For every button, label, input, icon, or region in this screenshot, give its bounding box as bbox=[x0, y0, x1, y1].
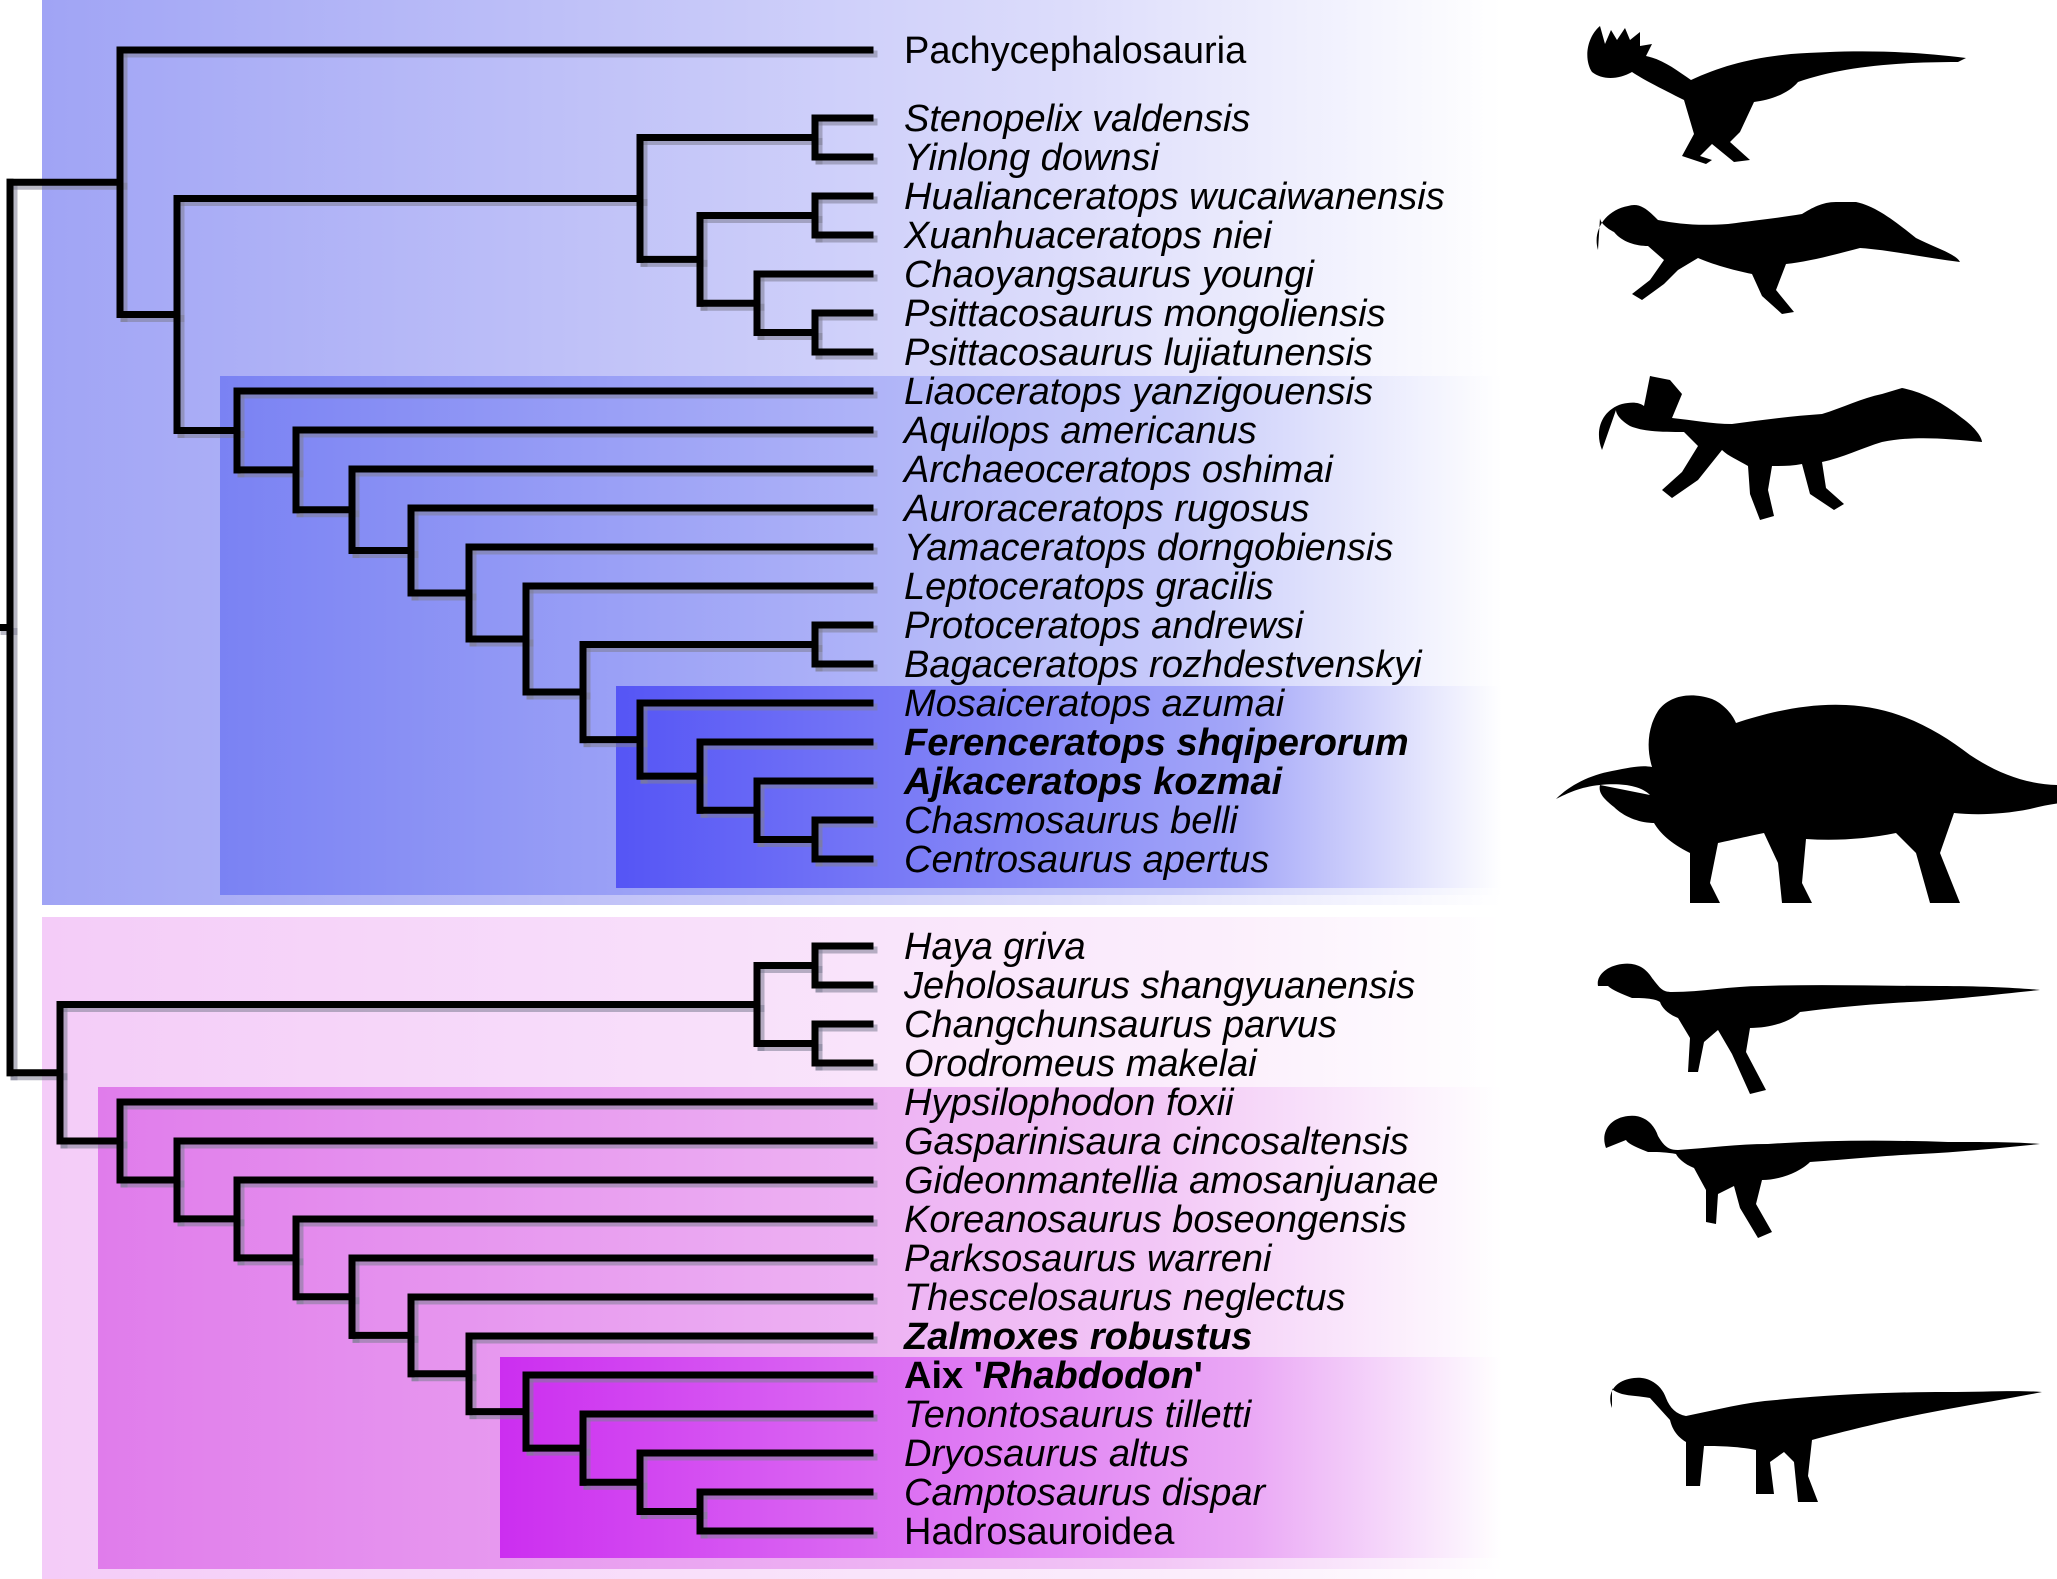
taxon-label: Yamaceratops dorngobiensis bbox=[904, 527, 1393, 569]
taxon-label: Ferenceratops shqiperorum bbox=[904, 722, 1409, 764]
taxon-label: Hadrosauroidea bbox=[904, 1511, 1175, 1553]
thescelosaur-silhouette-icon bbox=[1604, 1115, 2040, 1238]
taxon-label: Dryosaurus altus bbox=[904, 1433, 1189, 1475]
taxon-label: Centrosaurus apertus bbox=[904, 839, 1269, 881]
tree-shadow bbox=[0, 50, 878, 1539]
taxon-label: Xuanhuaceratops niei bbox=[903, 215, 1273, 257]
taxon-label: Camptosaurus dispar bbox=[904, 1472, 1267, 1514]
taxon-label: Thescelosaurus neglectus bbox=[904, 1277, 1345, 1319]
taxon-label: Aquilops americanus bbox=[902, 410, 1257, 452]
taxon-label: Gideonmantellia amosanjuanae bbox=[904, 1160, 1438, 1202]
taxon-label: Stenopelix valdensis bbox=[904, 98, 1250, 140]
taxon-label: Bagaceratops rozhdestvenskyi bbox=[904, 644, 1423, 686]
taxon-label: Protoceratops andrewsi bbox=[904, 605, 1305, 647]
taxon-labels: Pachycephalosauria Stenopelix valdensisYi… bbox=[902, 30, 1445, 1553]
taxon-label: Haya griva bbox=[904, 926, 1086, 968]
taxon-label: Gasparinisaura cincosaltensis bbox=[904, 1121, 1409, 1163]
taxon-label-suffix: ' bbox=[1194, 1355, 1203, 1397]
taxon-label: Leptoceratops gracilis bbox=[904, 566, 1274, 608]
taxon-label: Jeholosaurus shangyuanensis bbox=[903, 965, 1415, 1007]
taxon-label: Chaoyangsaurus youngi bbox=[904, 254, 1315, 296]
iguanodontian-silhouette-icon bbox=[1610, 1377, 2042, 1502]
taxon-label: Hypsilophodon foxii bbox=[904, 1082, 1235, 1124]
taxon-label: Liaoceratops yanzigouensis bbox=[904, 371, 1373, 413]
taxon-label: Yinlong downsi bbox=[904, 137, 1160, 179]
taxon-label: Ajkaceratops kozmai bbox=[903, 761, 1283, 803]
taxon-label: Mosaiceratops azumai bbox=[904, 683, 1286, 725]
taxon-label: Tenontosaurus tilletti bbox=[904, 1394, 1253, 1436]
taxon-label-prefix: Aix ' bbox=[904, 1355, 983, 1397]
taxon-label: Orodromeus makelai bbox=[904, 1043, 1258, 1085]
taxon-label: Psittacosaurus lujiatunensis bbox=[904, 332, 1373, 374]
protoceratopsian-silhouette-icon bbox=[1598, 376, 1982, 520]
taxon-label: Psittacosaurus mongoliensis bbox=[904, 293, 1386, 335]
small-ornithopod-silhouette-icon bbox=[1597, 963, 2040, 1094]
taxon-label: Zalmoxes robustus bbox=[903, 1316, 1252, 1358]
taxon-label: Auroraceratops rugosus bbox=[902, 488, 1310, 530]
psittacosaur-silhouette-icon bbox=[1596, 202, 1960, 314]
taxon-label: Chasmosaurus belli bbox=[904, 800, 1239, 842]
ceratopsid-silhouette-icon bbox=[1556, 695, 2057, 903]
taxon-label-italic: Rhabdodon bbox=[983, 1355, 1194, 1397]
cladogram-tree bbox=[0, 46, 874, 1535]
taxon-label: Koreanosaurus boseongensis bbox=[904, 1199, 1407, 1241]
pachycephalosaur-silhouette-icon bbox=[1587, 26, 1966, 164]
taxon-label: Hualianceratops wucaiwanensis bbox=[904, 176, 1445, 218]
taxon-label: Changchunsaurus parvus bbox=[904, 1004, 1337, 1046]
taxon-label: Aix 'Rhabdodon' bbox=[904, 1355, 1203, 1397]
taxon-label: Archaeoceratops oshimai bbox=[902, 449, 1334, 491]
taxon-label: Parksosaurus warreni bbox=[904, 1238, 1273, 1280]
taxon-label: Pachycephalosauria bbox=[904, 30, 1247, 72]
